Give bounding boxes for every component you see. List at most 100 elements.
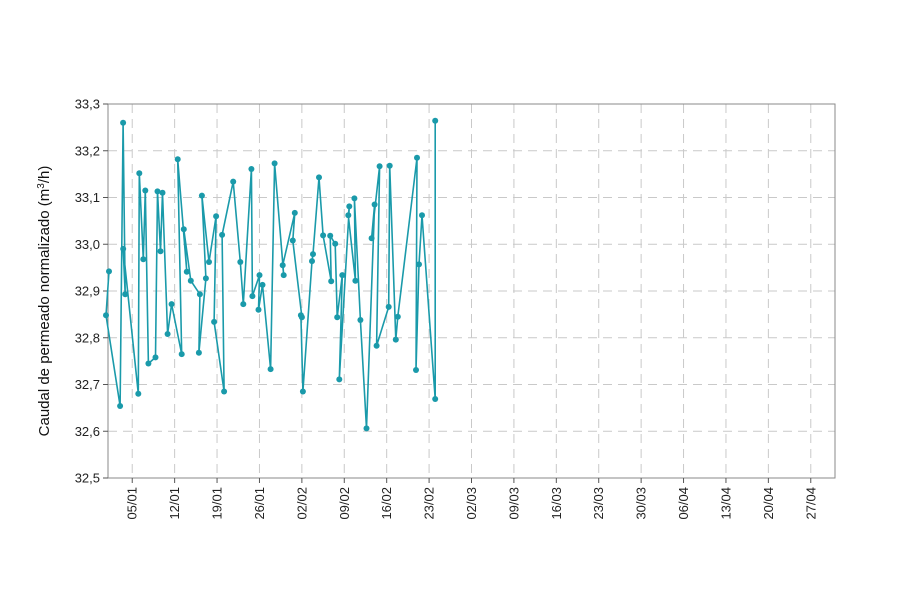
data-point — [154, 188, 161, 195]
data-point — [279, 262, 286, 269]
data-point — [385, 303, 392, 310]
x-tick-label: 13/04 — [718, 487, 733, 520]
data-point — [432, 117, 439, 124]
data-point — [376, 163, 383, 170]
y-axis-title: Caudal de permeado normalizado (m3/h) — [36, 166, 54, 437]
x-tick-label: 16/03 — [549, 487, 564, 520]
y-axis-ticks: 32,5 32,6 32,7 32,8 32,9 33,0 33,1 33,2 33,3 — [75, 97, 108, 486]
data-point — [334, 314, 341, 321]
data-point — [346, 203, 353, 210]
data-point — [157, 248, 164, 255]
data-point — [178, 351, 185, 358]
data-point — [152, 354, 159, 361]
x-tick-label: 09/03 — [506, 487, 521, 520]
data-point — [291, 209, 298, 216]
data-point — [120, 119, 127, 126]
data-point — [299, 388, 306, 395]
data-point — [237, 259, 244, 265]
data-point — [249, 293, 256, 300]
data-point — [117, 403, 124, 409]
data-point — [419, 212, 425, 219]
x-axis-ticks: 05/01 12/01 19/01 26/01 02/02 09/02 16/02 23/02… — [125, 478, 818, 520]
series-line-path — [105, 120, 437, 430]
data-point — [416, 261, 422, 268]
x-tick-label: 27/04 — [803, 487, 818, 520]
data-point — [267, 366, 274, 373]
data-point — [332, 240, 339, 247]
data-point — [373, 342, 380, 349]
y-tick-label: 33,2 — [75, 143, 100, 158]
data-point — [136, 170, 143, 177]
data-point — [371, 201, 378, 208]
data-point — [414, 154, 420, 161]
x-tick-label: 30/03 — [634, 487, 649, 520]
data-point — [259, 281, 266, 288]
data-point — [135, 390, 142, 397]
data-point — [240, 301, 247, 308]
data-point — [122, 291, 129, 298]
x-tick-label: 02/03 — [464, 487, 479, 520]
data-point — [198, 192, 205, 199]
data-point — [142, 187, 149, 194]
x-tick-label: 23/03 — [591, 487, 606, 520]
data-point — [351, 195, 358, 202]
data-point — [271, 160, 278, 167]
y-tick-label: 33,3 — [75, 97, 100, 112]
x-tick-label: 09/02 — [337, 487, 352, 520]
data-point — [195, 349, 202, 356]
x-tick-label: 23/02 — [422, 487, 437, 520]
x-tick-label: 19/01 — [210, 487, 225, 520]
data-point — [413, 367, 419, 373]
data-point — [316, 174, 322, 181]
data-point — [106, 268, 112, 275]
data-point — [363, 425, 370, 432]
y-tick-label: 32,8 — [75, 330, 100, 345]
x-tick-label: 05/01 — [125, 487, 140, 520]
data-point — [310, 251, 316, 258]
data-point — [120, 245, 127, 252]
y-tick-label: 32,6 — [75, 424, 100, 439]
data-point — [211, 318, 218, 325]
data-point — [280, 272, 287, 279]
data-point — [352, 277, 359, 284]
data-point — [213, 213, 220, 220]
data-point — [297, 312, 304, 319]
data-point — [164, 331, 171, 337]
data-point — [219, 231, 226, 238]
y-tick-label: 33,1 — [75, 190, 100, 205]
x-tick-label: 02/02 — [294, 487, 309, 520]
x-tick-label: 20/04 — [761, 487, 776, 520]
data-point — [202, 275, 209, 282]
data-point — [187, 277, 194, 284]
data-point — [196, 291, 203, 298]
data-point — [248, 166, 255, 172]
data-point — [174, 156, 181, 163]
data-point — [345, 212, 352, 219]
data-point — [309, 258, 315, 265]
data-point — [368, 235, 375, 242]
data-point — [432, 396, 439, 402]
x-tick-label: 16/02 — [379, 487, 394, 520]
data-point — [221, 388, 228, 395]
data-point — [320, 232, 327, 239]
data-point — [180, 226, 187, 233]
data-point — [392, 336, 399, 343]
data-point — [255, 306, 262, 313]
data-point — [357, 317, 364, 323]
data-point — [206, 259, 212, 265]
data-point — [327, 232, 334, 239]
data-point — [140, 256, 147, 263]
x-tick-label: 06/04 — [676, 487, 691, 520]
data-point — [103, 312, 109, 319]
data-point — [168, 301, 175, 308]
data-point — [289, 237, 296, 244]
x-tick-label: 26/01 — [252, 487, 267, 520]
data-point — [230, 178, 237, 185]
data-point — [394, 313, 401, 320]
data-point — [256, 272, 263, 279]
x-tick-label: 12/01 — [167, 487, 182, 520]
data-point — [336, 376, 343, 383]
data-point — [159, 189, 166, 196]
y-tick-label: 32,9 — [75, 284, 100, 299]
